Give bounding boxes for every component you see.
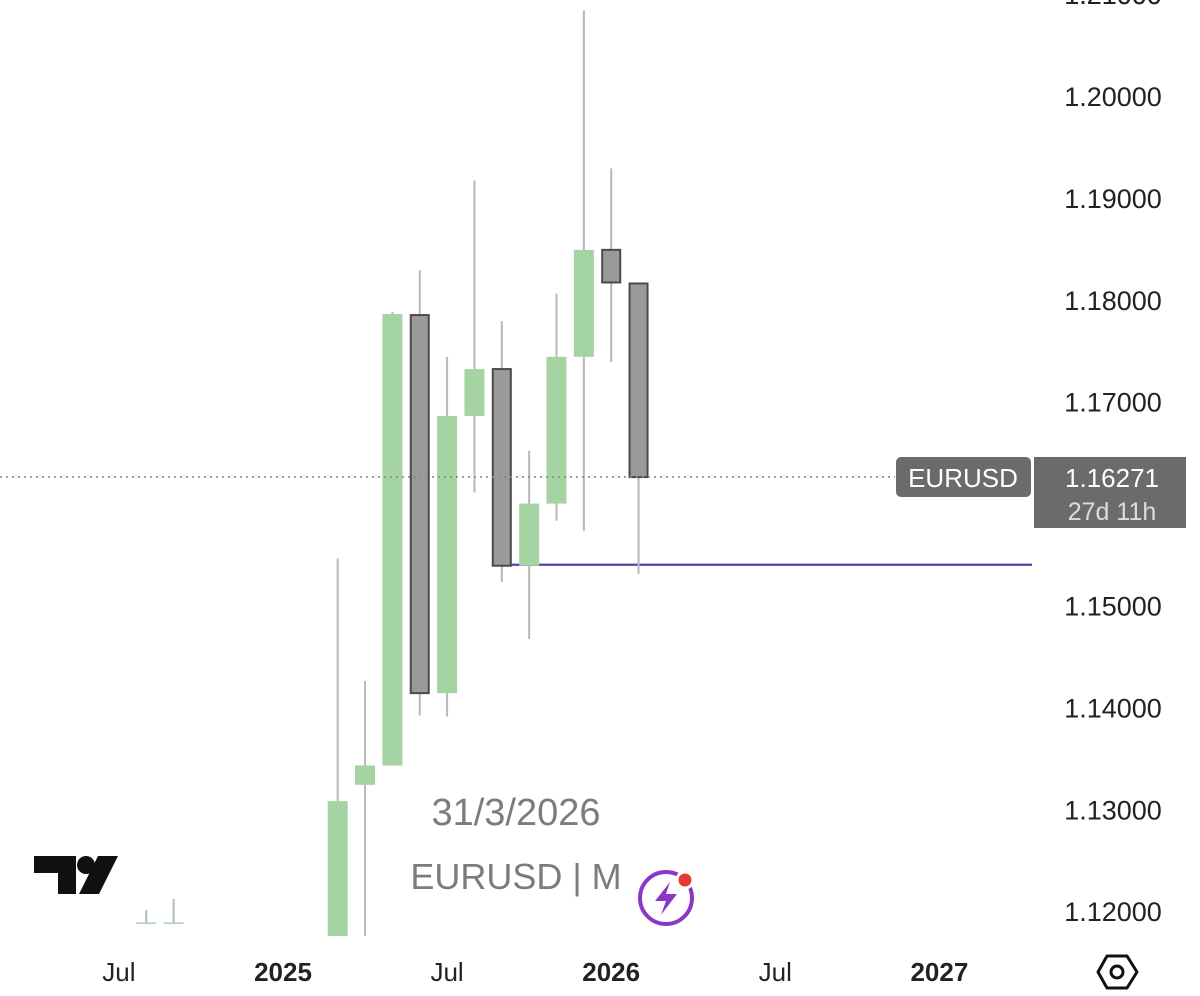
candles-layer [136, 10, 649, 955]
candle-body-down[interactable] [601, 248, 622, 284]
time-tick-label: 2025 [254, 957, 312, 987]
time-tick-label: 2027 [910, 957, 968, 987]
time-tick-label: Jul [102, 957, 135, 987]
price-tick-label: 1.15000 [1064, 592, 1162, 622]
settings-hexagon-icon[interactable] [1096, 954, 1139, 990]
last-price-layer: EURUSD 1.16271 27d 11h [0, 456, 1186, 528]
candle-body-up[interactable] [136, 922, 157, 924]
last-price-value: 1.16271 [1065, 463, 1159, 493]
candle-body-down[interactable] [491, 368, 512, 567]
price-tick-label: 1.17000 [1064, 388, 1162, 418]
price-axis-labels: 1.21000 1.20000 1.19000 1.18000 1.17000 1.150… [1064, 0, 1162, 927]
lightning-icon[interactable] [638, 870, 695, 926]
time-axis-labels: Jul 2025 Jul 2026 Jul 2027 [102, 957, 968, 987]
price-tick-label: 1.19000 [1064, 184, 1162, 214]
candle-body-up[interactable] [546, 356, 567, 504]
candle-body-up[interactable] [163, 922, 184, 924]
symbol-badge-label: EURUSD [908, 463, 1018, 493]
time-tick-label: Jul [430, 957, 463, 987]
price-tick-label: 1.14000 [1064, 693, 1162, 723]
price-tick-label: 1.20000 [1064, 82, 1162, 112]
candle-body-up[interactable] [464, 369, 485, 416]
candle-body-up[interactable] [355, 765, 376, 785]
tradingview-logo [34, 856, 118, 894]
price-tick-label: 1.12000 [1064, 897, 1162, 927]
price-tick-label: 1.21000 [1064, 0, 1162, 10]
candle-body-up[interactable] [327, 801, 348, 955]
symbol-badge[interactable]: EURUSD [896, 456, 1031, 497]
candle-body-up[interactable] [519, 503, 540, 566]
candle-body-down[interactable] [628, 282, 649, 479]
candle-body-down[interactable] [409, 314, 430, 695]
time-tick-label: Jul [759, 957, 792, 987]
watermark-date: 31/3/2026 [431, 792, 600, 834]
bar-countdown: 27d 11h [1068, 498, 1157, 526]
candle-body-up[interactable] [382, 314, 403, 766]
price-tick-label: 1.21000 [1064, 0, 1162, 10]
price-tick-label: 1.18000 [1064, 286, 1162, 316]
last-price-badge: 1.16271 27d 11h [1034, 456, 1186, 528]
watermark-symbol: EURUSD | M [410, 856, 621, 897]
candle-body-up[interactable] [437, 415, 458, 694]
candle-body-up[interactable] [573, 249, 594, 357]
price-tick-label: 1.13000 [1064, 795, 1162, 825]
time-tick-label: 2026 [582, 957, 640, 987]
